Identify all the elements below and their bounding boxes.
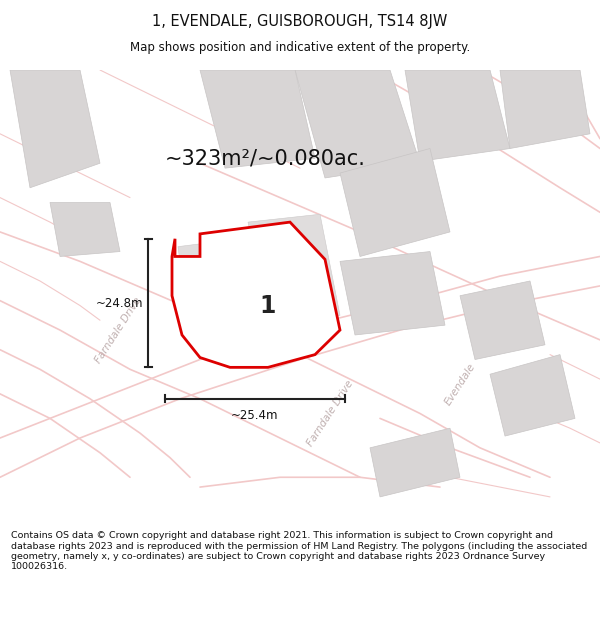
Polygon shape (172, 222, 340, 368)
Polygon shape (10, 70, 100, 188)
Polygon shape (200, 70, 315, 168)
Polygon shape (490, 354, 575, 436)
Polygon shape (340, 149, 450, 256)
Text: Farndale Drive: Farndale Drive (305, 379, 355, 448)
Text: 1: 1 (260, 294, 276, 318)
Text: ~25.4m: ~25.4m (231, 409, 279, 422)
Polygon shape (50, 202, 120, 256)
Text: ~323m²/~0.080ac.: ~323m²/~0.080ac. (165, 148, 366, 168)
Polygon shape (370, 428, 460, 497)
Polygon shape (405, 70, 510, 161)
Text: Contains OS data © Crown copyright and database right 2021. This information is : Contains OS data © Crown copyright and d… (11, 531, 587, 571)
Polygon shape (460, 281, 545, 359)
Text: 1, EVENDALE, GUISBOROUGH, TS14 8JW: 1, EVENDALE, GUISBOROUGH, TS14 8JW (152, 14, 448, 29)
Polygon shape (295, 70, 420, 178)
Polygon shape (340, 251, 445, 335)
Text: Evendale: Evendale (443, 361, 477, 407)
Text: Map shows position and indicative extent of the property.: Map shows position and indicative extent… (130, 41, 470, 54)
Polygon shape (500, 70, 590, 149)
Polygon shape (248, 214, 340, 323)
Text: ~24.8m: ~24.8m (95, 297, 143, 309)
Polygon shape (178, 239, 248, 309)
Text: Farndale Drive: Farndale Drive (93, 296, 143, 365)
